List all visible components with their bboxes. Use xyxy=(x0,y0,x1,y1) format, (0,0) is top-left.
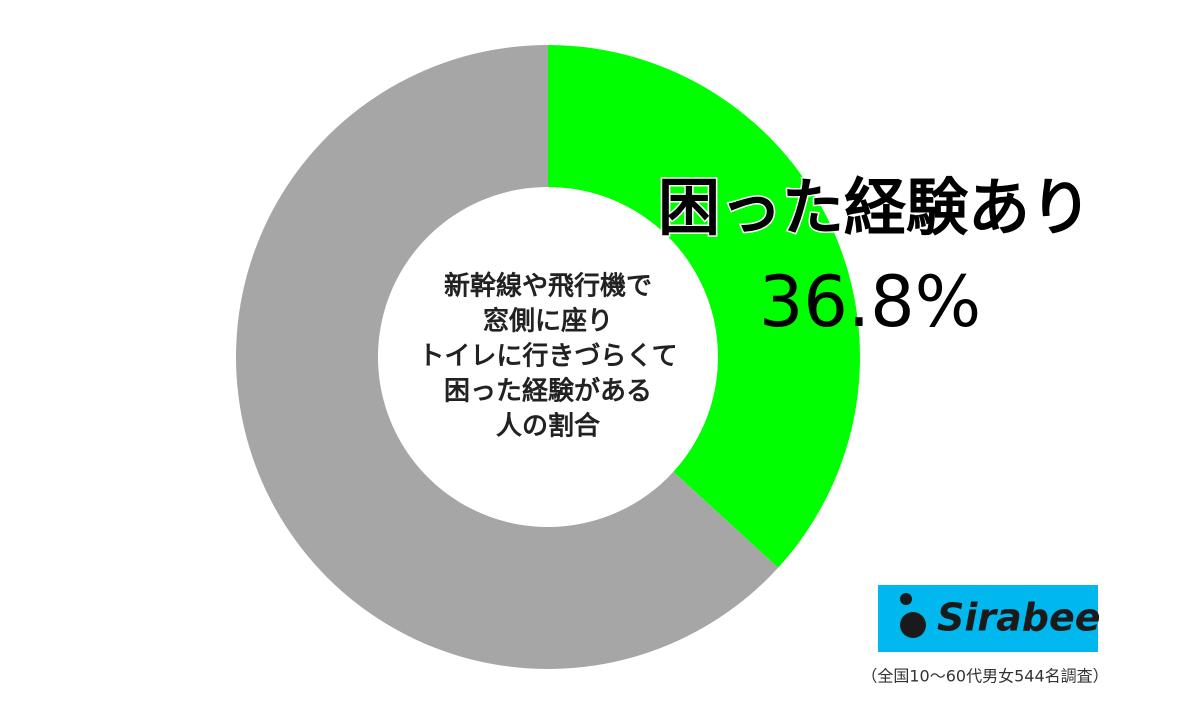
slice xyxy=(236,45,779,670)
center-text: 困った経験がある xyxy=(444,376,652,407)
note: （全国10〜60代男女544名調査） xyxy=(861,667,1108,686)
center-text: 人の割合 xyxy=(496,411,601,442)
value-label: 36.8% xyxy=(759,261,981,343)
logo-icon xyxy=(900,612,926,638)
center-text: 新幹線や飛行機で xyxy=(444,271,652,302)
logo-icon-dot xyxy=(900,593,912,605)
center-text: トイレに行きづらくて xyxy=(418,341,677,372)
slice xyxy=(548,45,861,568)
center-text: 窓側に座り xyxy=(483,306,613,337)
slices xyxy=(236,45,861,670)
logo-text: Sirabee xyxy=(937,596,1101,640)
slice-label: 困った経験あり xyxy=(658,171,1092,244)
